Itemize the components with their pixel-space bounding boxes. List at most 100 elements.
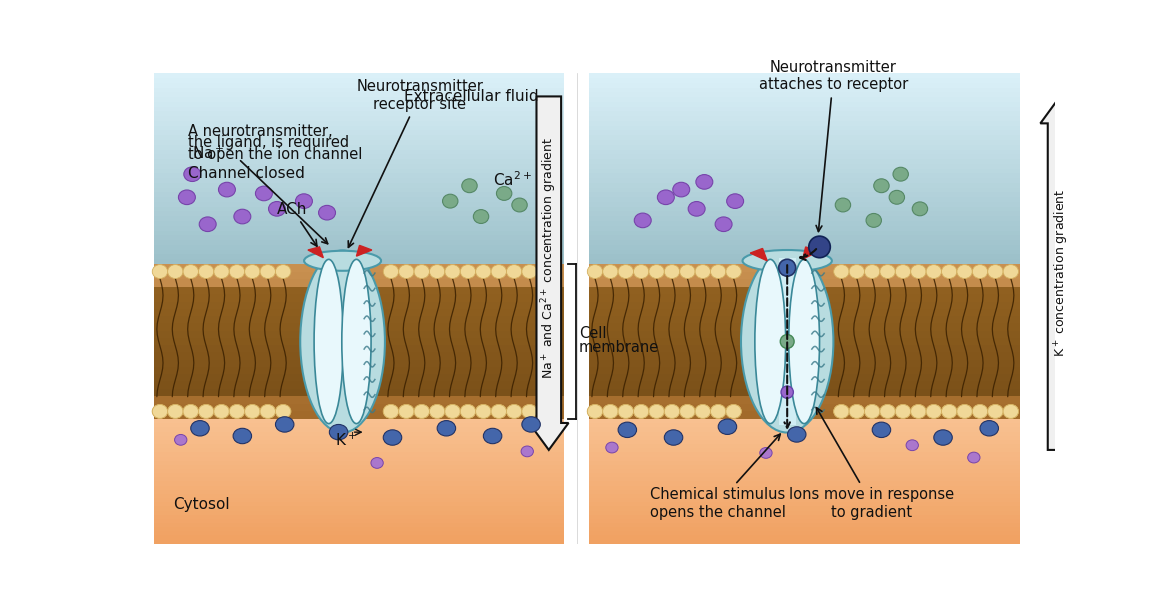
Ellipse shape <box>910 404 926 419</box>
Bar <box>589 318 1020 326</box>
Bar <box>589 302 1020 309</box>
Bar <box>154 135 564 140</box>
Ellipse shape <box>183 167 201 181</box>
Bar <box>154 511 564 514</box>
Ellipse shape <box>522 404 537 419</box>
Text: Neurotransmitter
attaches to receptor: Neurotransmitter attaches to receptor <box>759 60 908 232</box>
Ellipse shape <box>229 404 245 419</box>
Bar <box>154 423 564 428</box>
Ellipse shape <box>849 265 864 279</box>
Bar <box>589 169 1020 174</box>
Bar <box>154 481 564 486</box>
Bar <box>589 381 1020 389</box>
Bar <box>154 316 564 323</box>
Text: Cell: Cell <box>579 326 607 342</box>
Ellipse shape <box>521 446 534 457</box>
Ellipse shape <box>399 404 414 419</box>
Ellipse shape <box>275 404 290 419</box>
Ellipse shape <box>619 422 636 437</box>
Ellipse shape <box>1003 265 1018 279</box>
Ellipse shape <box>957 404 973 419</box>
Ellipse shape <box>719 419 736 434</box>
Bar <box>589 498 1020 502</box>
Ellipse shape <box>619 265 634 279</box>
Circle shape <box>780 335 794 348</box>
Bar <box>589 514 1020 519</box>
Ellipse shape <box>619 404 634 419</box>
Bar <box>154 240 564 245</box>
Bar <box>589 380 1020 388</box>
Bar <box>154 428 564 431</box>
Text: membrane: membrane <box>579 340 659 355</box>
Bar <box>589 540 1020 544</box>
Ellipse shape <box>726 404 741 419</box>
Bar <box>589 83 1020 87</box>
Bar <box>154 126 564 131</box>
Ellipse shape <box>460 404 475 419</box>
Ellipse shape <box>522 404 537 419</box>
Bar <box>154 102 564 107</box>
Bar <box>589 535 1020 540</box>
Ellipse shape <box>910 404 926 419</box>
Ellipse shape <box>507 404 522 419</box>
Ellipse shape <box>445 404 460 419</box>
Ellipse shape <box>475 265 492 279</box>
Ellipse shape <box>314 259 343 423</box>
Bar <box>154 527 564 532</box>
Bar <box>589 240 1020 245</box>
Ellipse shape <box>168 404 183 419</box>
Bar <box>154 302 564 310</box>
Ellipse shape <box>268 202 286 216</box>
Ellipse shape <box>664 404 680 419</box>
Bar <box>589 121 1020 126</box>
Bar <box>589 183 1020 188</box>
Bar <box>589 310 1020 318</box>
Bar <box>589 440 1020 444</box>
Bar <box>154 259 564 264</box>
Bar <box>589 102 1020 107</box>
Bar <box>154 396 564 404</box>
Ellipse shape <box>835 198 850 212</box>
Ellipse shape <box>968 452 980 463</box>
Ellipse shape <box>475 404 492 419</box>
Ellipse shape <box>980 420 998 436</box>
Ellipse shape <box>696 175 713 189</box>
Bar <box>589 473 1020 477</box>
Ellipse shape <box>695 404 710 419</box>
Bar <box>589 342 1020 349</box>
Ellipse shape <box>245 404 260 419</box>
Bar <box>154 309 564 316</box>
Bar <box>154 87 564 92</box>
Ellipse shape <box>414 404 429 419</box>
Ellipse shape <box>429 404 445 419</box>
Text: Na$^+$ and Ca$^{2+}$ concentration gradient: Na$^+$ and Ca$^{2+}$ concentration gradi… <box>539 137 559 379</box>
Text: to open the ion channel: to open the ion channel <box>188 147 363 162</box>
Text: A neurotransmitter,: A neurotransmitter, <box>188 123 333 139</box>
Ellipse shape <box>788 426 806 442</box>
Bar <box>154 334 564 342</box>
Ellipse shape <box>957 404 973 419</box>
Ellipse shape <box>475 404 492 419</box>
Bar <box>154 83 564 87</box>
Ellipse shape <box>370 458 383 468</box>
Bar <box>589 73 1020 78</box>
Ellipse shape <box>988 404 1003 419</box>
Bar <box>589 436 1020 440</box>
Ellipse shape <box>245 404 260 419</box>
Ellipse shape <box>414 404 429 419</box>
Bar <box>154 140 564 145</box>
Bar <box>154 486 564 490</box>
Ellipse shape <box>602 265 619 279</box>
Ellipse shape <box>214 404 229 419</box>
Bar <box>589 494 1020 498</box>
Bar <box>154 150 564 155</box>
Bar <box>154 207 564 211</box>
Ellipse shape <box>437 420 455 436</box>
Ellipse shape <box>183 404 199 419</box>
Ellipse shape <box>926 265 942 279</box>
Bar <box>154 216 564 221</box>
Bar <box>154 295 564 302</box>
Bar <box>589 221 1020 225</box>
Ellipse shape <box>726 265 741 279</box>
Bar <box>154 519 564 523</box>
